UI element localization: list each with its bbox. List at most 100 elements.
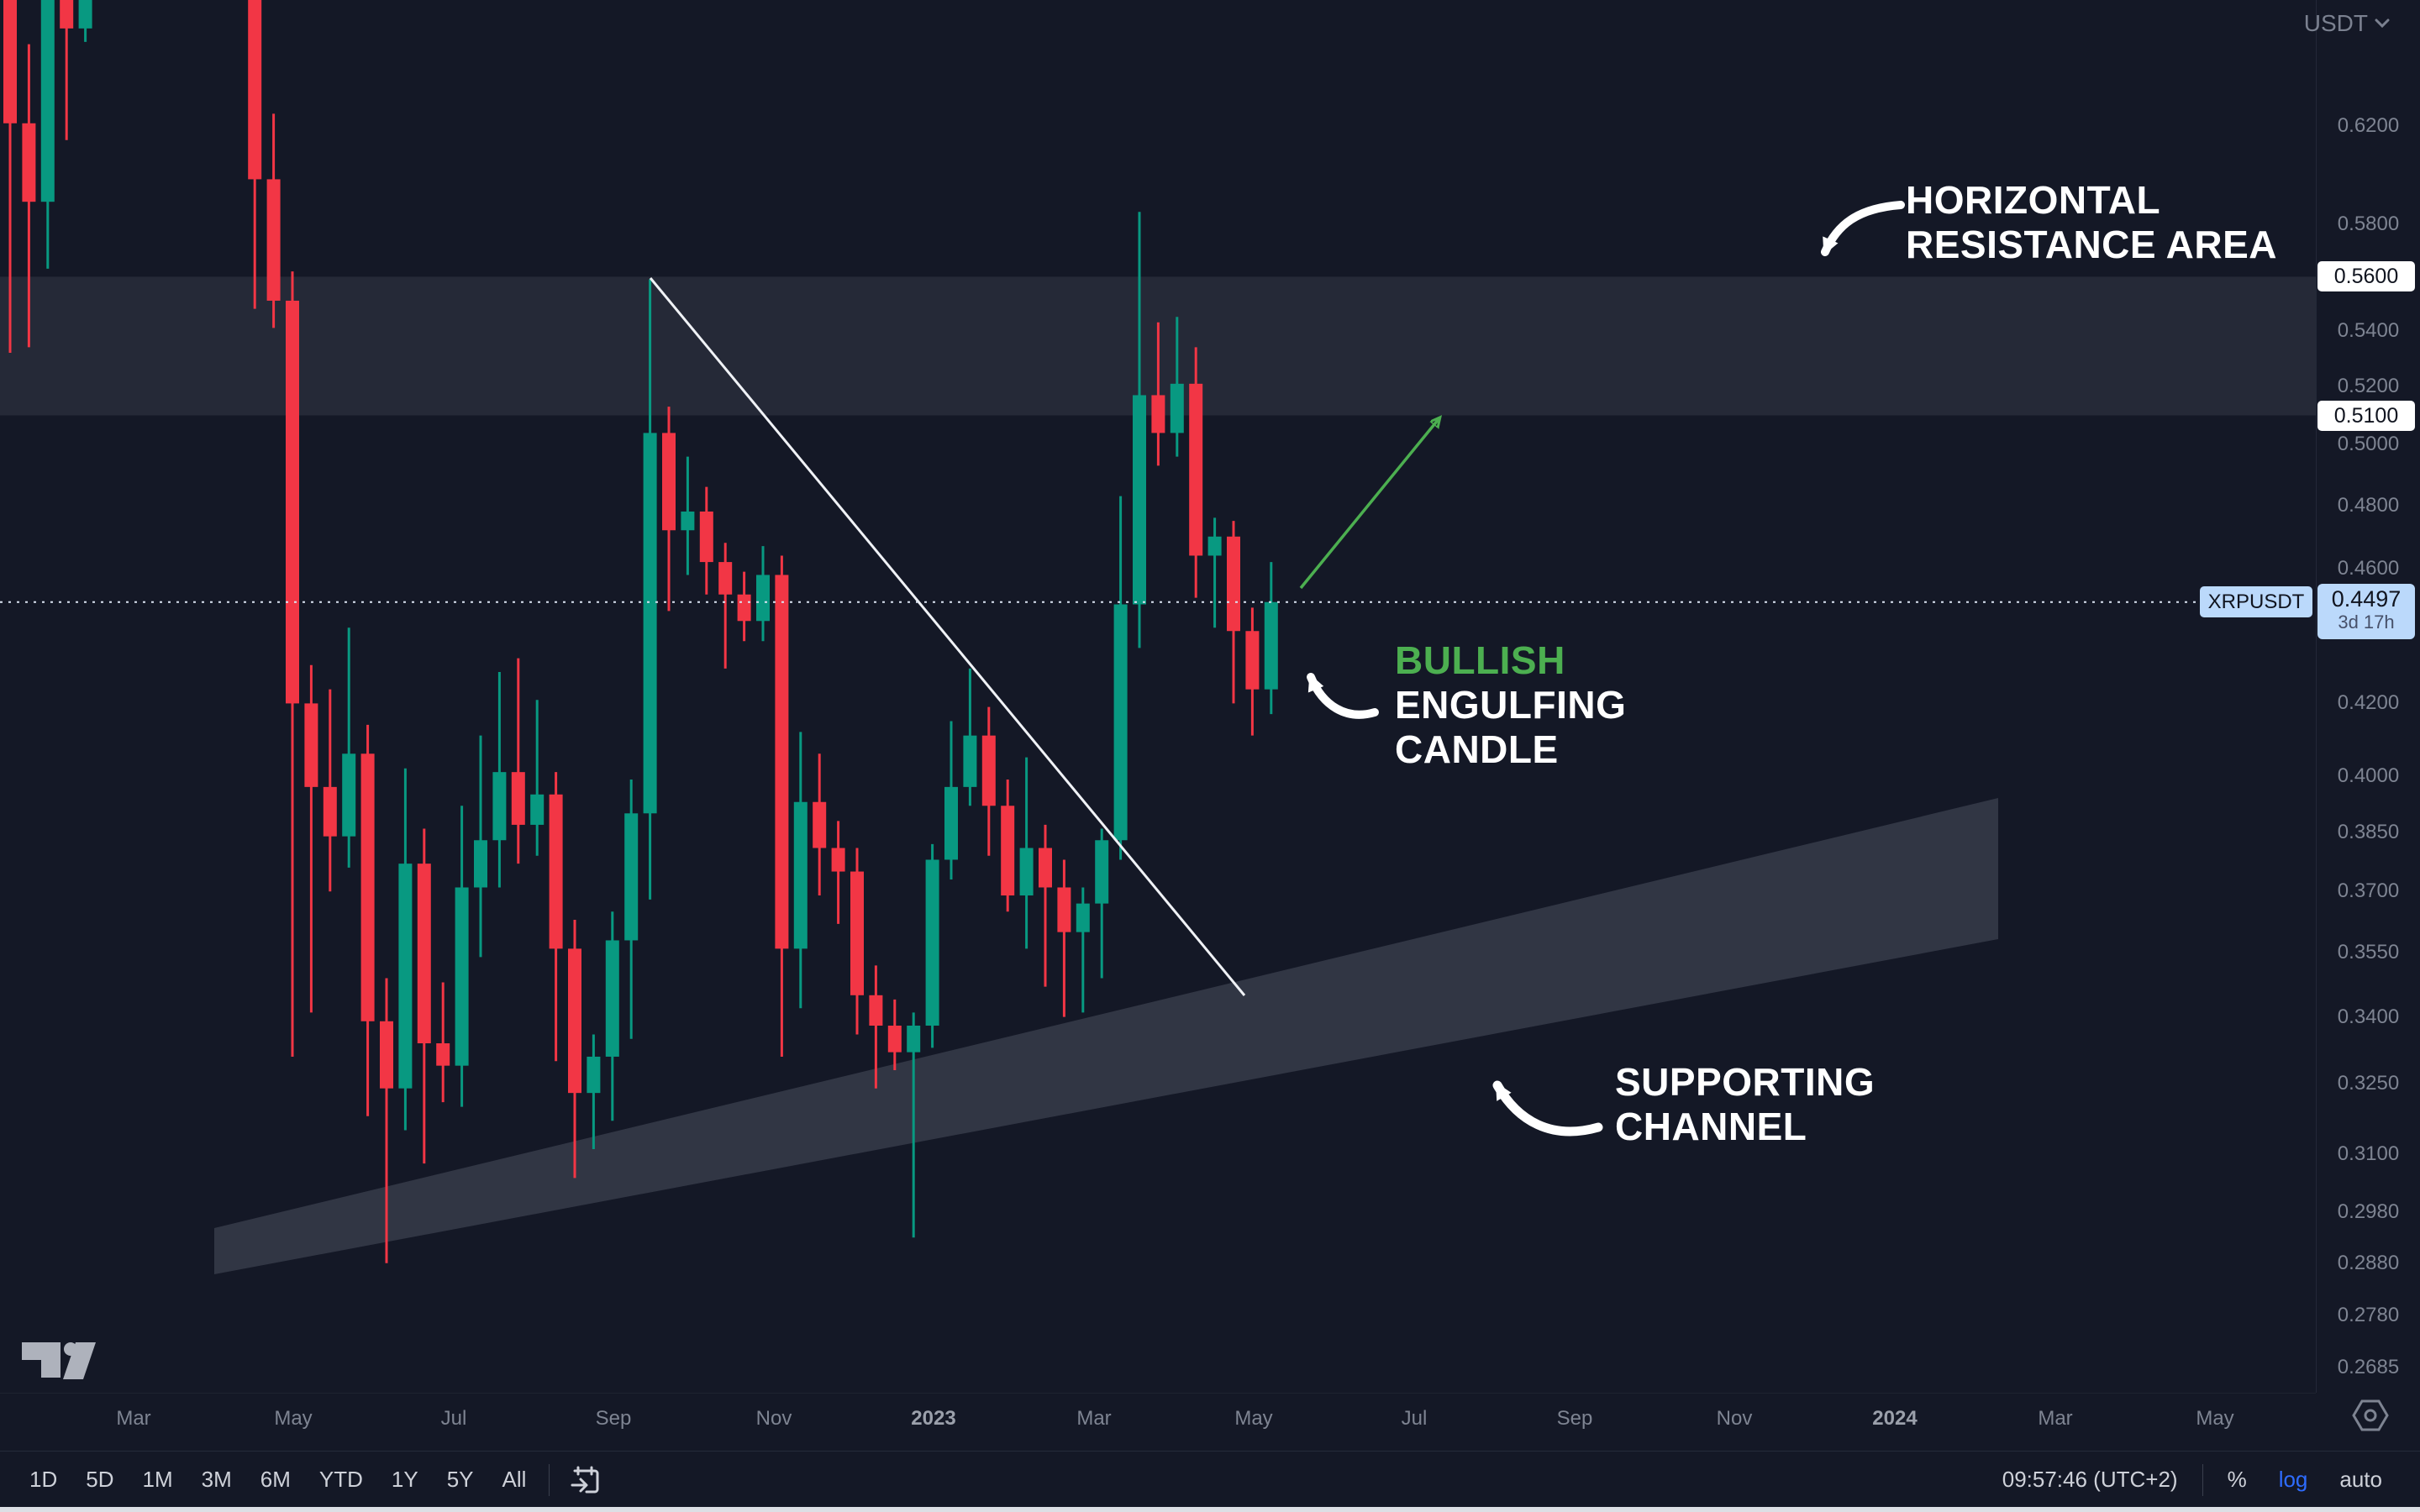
candle-body <box>455 887 469 1066</box>
range-button-1y[interactable]: 1Y <box>391 1467 418 1492</box>
go-to-date-icon <box>571 1466 599 1493</box>
candle-body <box>568 948 581 1094</box>
candle-body <box>643 433 657 814</box>
range-button-5d[interactable]: 5D <box>86 1467 114 1492</box>
percent-scale-button[interactable]: % <box>2227 1467 2247 1492</box>
time-axis-month-label: Sep <box>595 1407 632 1430</box>
resistance-bottom-price-tag: 0.5100 <box>2317 400 2415 431</box>
candle-countdown: 3d 17h <box>2338 611 2395 633</box>
candle-body <box>624 813 639 941</box>
candle-body <box>793 801 808 949</box>
candle-body <box>869 995 883 1026</box>
range-button-1d[interactable]: 1D <box>29 1467 58 1492</box>
range-button-5y[interactable]: 5Y <box>446 1467 474 1492</box>
candle-body <box>286 300 299 704</box>
candle-body <box>323 786 337 837</box>
candle-body <box>549 794 563 949</box>
candle-body <box>1076 903 1090 932</box>
price-tick: 0.4800 <box>2337 493 2400 517</box>
time-axis-month-label: May <box>1234 1407 1273 1430</box>
candle-body <box>756 575 770 622</box>
time-axis-year-label: 2024 <box>1872 1407 1918 1430</box>
candle-body <box>436 1043 450 1066</box>
candle-body <box>1170 383 1184 433</box>
price-tick: 0.5200 <box>2337 375 2400 398</box>
candle-body <box>1227 536 1240 632</box>
quote-currency-dropdown[interactable]: USDT <box>2304 10 2390 37</box>
price-tick: 0.3100 <box>2337 1142 2400 1165</box>
candle-body <box>1245 631 1260 690</box>
tradingview-logo[interactable] <box>20 1341 101 1385</box>
descending-trendline[interactable] <box>649 277 1246 996</box>
toolbar-divider <box>2202 1463 2203 1496</box>
time-axis-month-label: Jul <box>1401 1407 1428 1430</box>
candle-body <box>981 735 996 806</box>
time-axis-month-label: Sep <box>1556 1407 1593 1430</box>
candle-body <box>60 0 74 29</box>
projection-arrow[interactable] <box>1299 419 1439 590</box>
time-axis-month-label: Mar <box>116 1407 151 1430</box>
candle-body <box>699 511 713 563</box>
time-axis[interactable]: Mar May Jul Sep Nov 2023 Mar May Jul Sep Nov 2024 Ma… <box>0 1393 2316 1452</box>
candle-body <box>605 940 619 1057</box>
candle-body <box>1113 604 1128 841</box>
time-axis-month-label: Nov <box>1716 1407 1753 1430</box>
price-tick: 0.3250 <box>2337 1072 2400 1095</box>
price-axis[interactable]: 0.6200 0.5800 0.5400 0.5200 0.5000 0.4800 0.46… <box>2316 0 2420 1393</box>
price-tick: 0.2980 <box>2337 1200 2400 1224</box>
candle-body <box>887 1025 902 1053</box>
time-axis-month-label: Jul <box>440 1407 467 1430</box>
auto-scale-button[interactable]: auto <box>2339 1467 2382 1492</box>
candle-body <box>681 511 695 531</box>
candle-body <box>587 1056 601 1094</box>
current-price-value: 0.4497 <box>2331 585 2402 612</box>
candle-body <box>304 703 318 787</box>
engulfing-annotation: BULLISH ENGULFING CANDLE <box>1395 638 1627 771</box>
price-tick: 0.3400 <box>2337 1005 2400 1028</box>
range-button-3m[interactable]: 3M <box>201 1467 232 1492</box>
window-bottom-strip <box>0 1507 2420 1512</box>
range-button-1m[interactable]: 1M <box>142 1467 173 1492</box>
candle-body <box>380 1021 393 1089</box>
time-axis-month-label: Nov <box>755 1407 792 1430</box>
price-tick: 0.4000 <box>2337 764 2400 787</box>
resistance-annotation: HORIZONTAL RESISTANCE AREA <box>1906 178 2277 266</box>
price-tick: 0.3850 <box>2337 821 2400 844</box>
candle-body <box>398 864 413 1089</box>
candle-body <box>1019 848 1034 896</box>
candle-body <box>1207 536 1222 556</box>
price-tick: 0.5400 <box>2337 318 2400 342</box>
clock[interactable]: 09:57:46 (UTC+2) <box>2002 1467 2178 1492</box>
candle-body <box>813 801 827 848</box>
go-to-date-button[interactable] <box>558 1466 612 1494</box>
engulfing-arrow-icon <box>1307 673 1379 719</box>
candle-body <box>1001 806 1015 896</box>
time-axis-month-label: May <box>2196 1407 2234 1430</box>
range-button-6m[interactable]: 6M <box>260 1467 291 1492</box>
resistance-top-price-tag: 0.5600 <box>2317 261 2415 292</box>
supporting-channel-zone <box>214 798 1998 1274</box>
candle-body <box>1039 848 1052 888</box>
range-button-ytd[interactable]: YTD <box>318 1467 363 1492</box>
range-button-all[interactable]: All <box>502 1467 527 1492</box>
candle-body <box>22 123 36 202</box>
timezone-settings-icon[interactable] <box>2351 1398 2390 1437</box>
price-tick: 0.2880 <box>2337 1251 2400 1274</box>
time-axis-year-label: 2023 <box>911 1407 956 1430</box>
log-scale-button[interactable]: log <box>2278 1467 2308 1492</box>
price-tick: 0.5800 <box>2337 213 2400 236</box>
candle-body <box>775 575 789 949</box>
chevron-down-icon <box>2375 18 2390 29</box>
toolbar-divider <box>549 1463 550 1496</box>
candle-body <box>3 0 17 123</box>
current-symbol-chip: XRPUSDT <box>2200 586 2312 618</box>
candle-body <box>925 859 939 1026</box>
candle-body <box>474 840 487 888</box>
current-price-label: 0.4497 3d 17h <box>2317 583 2415 639</box>
time-axis-month-label: Mar <box>1076 1407 1112 1430</box>
candle-body <box>1189 383 1203 556</box>
candles-layer <box>3 0 1278 1263</box>
candle-body <box>40 0 55 202</box>
